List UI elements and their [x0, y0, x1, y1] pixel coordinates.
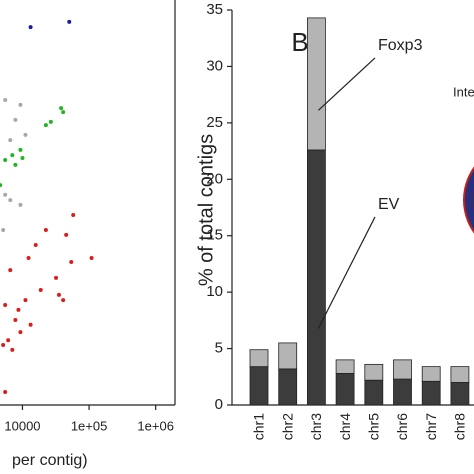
y-tick-label: 25: [206, 114, 223, 131]
bar-segment: [278, 342, 298, 370]
annotation: Inte: [453, 84, 474, 99]
x-tick-label: chr3: [308, 413, 324, 440]
bar-segment: [364, 379, 384, 406]
point: [18, 330, 23, 335]
bar-segment: [421, 380, 441, 406]
series-label: Foxp3: [378, 37, 423, 54]
bar-segment: [364, 363, 384, 381]
bar-segment: [306, 17, 326, 151]
point: [8, 268, 13, 273]
point: [61, 298, 66, 303]
point: [71, 213, 76, 218]
point: [43, 123, 48, 128]
point: [54, 275, 59, 280]
point: [10, 153, 15, 158]
point: [23, 132, 28, 137]
point: [3, 98, 8, 103]
point: [1, 343, 6, 348]
point: [69, 260, 74, 265]
point: [8, 138, 13, 143]
leader-line: [317, 57, 376, 111]
y-tick-label: 5: [215, 340, 223, 357]
point: [3, 390, 8, 395]
point: [20, 155, 25, 160]
point: [56, 292, 61, 297]
point: [6, 338, 11, 343]
bar-segment: [393, 378, 412, 406]
point: [64, 232, 69, 237]
series-label: EV: [378, 196, 400, 213]
x-tick-label: chr4: [337, 413, 353, 440]
point: [13, 162, 18, 167]
x-tick-label: chr7: [423, 413, 439, 440]
bar-segment: [278, 368, 298, 406]
point: [67, 19, 72, 24]
x-tick-label: 10000: [4, 418, 40, 433]
point: [1, 228, 6, 233]
point: [10, 347, 15, 352]
point: [16, 307, 21, 312]
y-tick-label: 35: [206, 1, 223, 18]
point: [0, 183, 3, 188]
x-tick-label: 1e+06: [137, 418, 174, 433]
y-tick-label: 10: [206, 283, 223, 300]
y-tick-label: 0: [215, 396, 223, 413]
point: [18, 147, 23, 152]
point: [38, 287, 43, 292]
leader-line: [317, 216, 376, 329]
point: [18, 202, 23, 207]
bar-segment: [335, 372, 355, 406]
y-tick-label: 20: [206, 170, 223, 187]
y-tick-label: 30: [206, 57, 223, 74]
partial-circle-diagram: [463, 166, 474, 234]
point: [3, 192, 8, 197]
panel-label: B: [291, 27, 308, 57]
point: [43, 228, 48, 233]
point: [48, 119, 53, 124]
bar-segment: [306, 149, 326, 406]
y-tick-label: 15: [206, 227, 223, 244]
x-tick-label: chr2: [279, 413, 295, 440]
x-tick-label: chr1: [251, 413, 267, 440]
x-tick-label: chr6: [394, 413, 410, 440]
bar-segment: [450, 366, 470, 383]
point: [33, 243, 38, 248]
bar-segment: [450, 382, 470, 406]
point: [18, 102, 23, 107]
bar-segment: [421, 366, 441, 382]
x-tick-label: 1e+05: [71, 418, 108, 433]
point: [3, 157, 8, 162]
bar-segment: [335, 359, 355, 374]
bar-segment: [249, 366, 269, 406]
point: [59, 106, 64, 111]
point: [13, 117, 18, 122]
point: [13, 317, 18, 322]
bar-segment: [393, 359, 412, 380]
bar-segment: [249, 349, 269, 368]
x-axis-label: per contig): [12, 452, 88, 469]
y-axis-label: % of total contigs: [195, 134, 217, 286]
x-tick-label: chr8: [452, 413, 468, 440]
point: [89, 255, 94, 260]
x-tick-label: chr5: [366, 413, 382, 440]
point: [8, 198, 13, 203]
point: [23, 298, 28, 303]
point: [61, 110, 66, 115]
point: [28, 25, 33, 30]
point: [26, 255, 31, 260]
point: [3, 302, 8, 307]
point: [28, 322, 33, 327]
